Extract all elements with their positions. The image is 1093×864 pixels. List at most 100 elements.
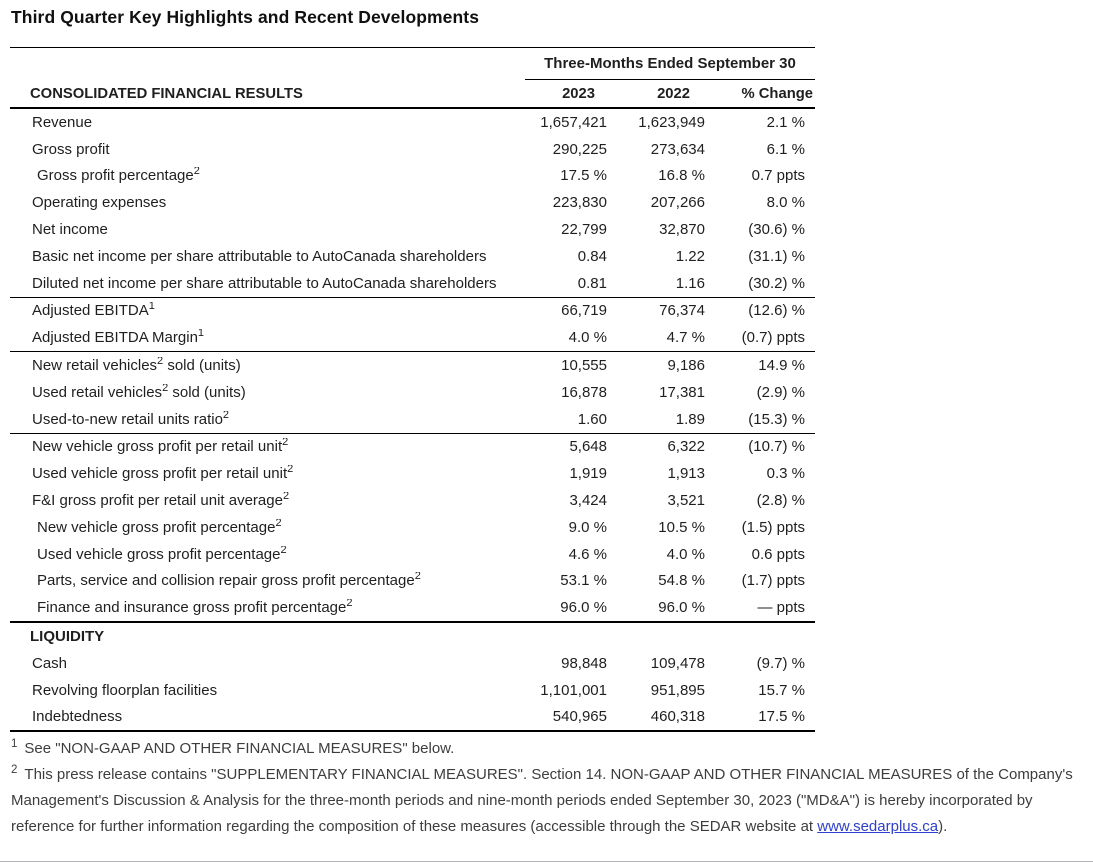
footnote-ref: 1 [197,329,205,340]
value-2022: 16.8 % [658,167,705,185]
value-change: 0.3 % [766,465,805,483]
value-2022: 951,895 [650,681,705,699]
value-2023: 0.81 [577,274,607,292]
table-row: Adjusted EBITDA Margin1 4.0 % 4.7 % (0.7) p… [10,324,815,351]
column-header-2023: 2023 [562,85,595,102]
value-2022: 1.16 [675,274,705,292]
footnote-ref: 1 [148,302,155,313]
table-row: Revolving floorplan facilities 1,101,001 9… [10,677,815,704]
value-change: (15.3) % [748,410,805,428]
row-label: Finance and insurance gross profit perce… [37,599,353,617]
value-2022: 6,322 [667,438,705,456]
table-row: Finance and insurance gross profit perce… [10,594,815,621]
row-label: Used-to-new retail units ratio2 [32,410,230,428]
row-label: Adjusted EBITDA Margin1 [32,329,205,347]
value-2022: 96.0 % [658,599,705,617]
row-label: Cash [32,654,68,672]
value-2022: 10.5 % [658,518,705,536]
table-row: New vehicle gross profit per retail unit… [10,434,815,461]
row-label: Used retail vehicles2 sold (units) [32,383,246,401]
table-row: Revenue 1,657,421 1,623,949 2.1 % [10,109,815,136]
value-2022: 4.7 % [666,329,705,347]
value-change: (31.1) % [748,247,805,265]
value-2022: 3,521 [667,492,705,510]
value-2023: 1,657,421 [540,113,607,131]
value-change: — ppts [757,599,805,617]
footnote-ref: 2 [157,357,164,368]
table-section: LIQUIDITY Cash 98,848 109,478 (9.7) % Revolvi… [10,623,815,733]
table-row: Operating expenses 223,830 207,266 8.0 % [10,189,815,216]
column-header-label: CONSOLIDATED FINANCIAL RESULTS [30,85,303,102]
value-2023: 3,424 [569,492,607,510]
value-2023: 98,848 [561,654,607,672]
table-row: Gross profit percentage2 17.5 % 16.8 % 0.7 … [10,163,815,190]
page-bottom-divider [0,861,1093,862]
table-row: Basic net income per share attributable … [10,243,815,270]
period-header-row: Three-Months Ended September 30 [10,48,815,80]
footnote-ref: 2 [414,572,421,583]
value-2023: 22,799 [561,221,607,239]
table-row: Parts, service and collision repair gros… [10,568,815,595]
footnote-ref: 2 [222,410,230,421]
table-row: Diluted net income per share attributabl… [10,270,815,297]
table-row: Cash 98,848 109,478 (9.7) % [10,650,815,677]
value-2023: 5,648 [569,438,607,456]
value-2023: 4.0 % [568,329,607,347]
value-2022: 109,478 [650,654,705,672]
table-row: Used vehicle gross profit per retail uni… [10,460,815,487]
value-2023: 1,101,001 [540,681,607,699]
value-2022: 460,318 [650,708,705,726]
table-row: New vehicle gross profit percentage2 9.0 … [10,514,815,541]
value-2022: 1,913 [667,465,705,483]
value-change: (30.6) % [748,221,805,239]
value-2023: 96.0 % [560,599,607,617]
footnote-ref: 2 [280,545,287,556]
sedarplus-link[interactable]: www.sedarplus.ca [817,818,939,835]
footnote-ref: 2 [346,599,353,610]
value-2023: 290,225 [552,140,607,158]
table-row: Used vehicle gross profit percentage2 4.6… [10,541,815,568]
value-change: (2.9) % [756,383,805,401]
value-change: (9.7) % [756,654,805,672]
value-2023: 4.6 % [568,545,607,563]
value-2023: 16,878 [561,383,607,401]
value-2022: 17,381 [659,383,705,401]
row-label: Used vehicle gross profit per retail uni… [32,465,294,483]
row-label: New retail vehicles2 sold (units) [32,357,241,375]
period-header: Three-Months Ended September 30 [525,48,815,80]
row-label: Gross profit percentage2 [37,167,200,185]
value-2023: 66,719 [561,302,607,320]
table-section: New vehicle gross profit per retail unit… [10,434,815,624]
column-header-change: % Change [741,85,813,102]
table-section: Revenue 1,657,421 1,623,949 2.1 % Gross prof… [10,109,815,298]
value-change: (10.7) % [748,438,805,456]
financial-highlights-table: Three-Months Ended September 30 CONSOLID… [10,47,815,733]
value-2022: 1.89 [675,410,705,428]
row-label: Revenue [32,113,93,131]
footnote-1-text: See "NON-GAAP AND OTHER FINANCIAL MEASUR… [24,740,455,757]
table-row: Indebtedness 540,965 460,318 17.5 % [10,704,815,731]
column-header-2022: 2022 [657,85,690,102]
value-2022: 32,870 [659,221,705,239]
value-2023: 1,919 [569,465,607,483]
value-change: (0.7) ppts [741,329,805,347]
value-2022: 76,374 [659,302,705,320]
table-body: Revenue 1,657,421 1,623,949 2.1 % Gross prof… [10,109,815,733]
footnote-ref: 2 [193,167,200,178]
footnote-2: 2 This press release contains "SUPPLEMENT… [11,762,1085,840]
value-change: (1.7) ppts [741,572,805,590]
footnote-2-text: This press release contains "SUPPLEMENTA… [11,766,1073,835]
value-change: 2.1 % [766,113,805,131]
value-2022: 273,634 [650,140,705,158]
value-2022: 1.22 [675,247,705,265]
table-section: Adjusted EBITDA1 66,719 76,374 (12.6) % Adju… [10,298,815,353]
value-2022: 9,186 [667,357,705,375]
row-label: New vehicle gross profit percentage2 [37,518,282,536]
value-2023: 17.5 % [560,167,607,185]
footnote-ref: 2 [287,465,294,476]
table-row: Used-to-new retail units ratio2 1.60 1.89 (… [10,406,815,433]
row-label: Gross profit [32,140,110,158]
row-label: New vehicle gross profit per retail unit… [32,438,289,456]
footnote-2-marker: 2 [11,764,18,776]
